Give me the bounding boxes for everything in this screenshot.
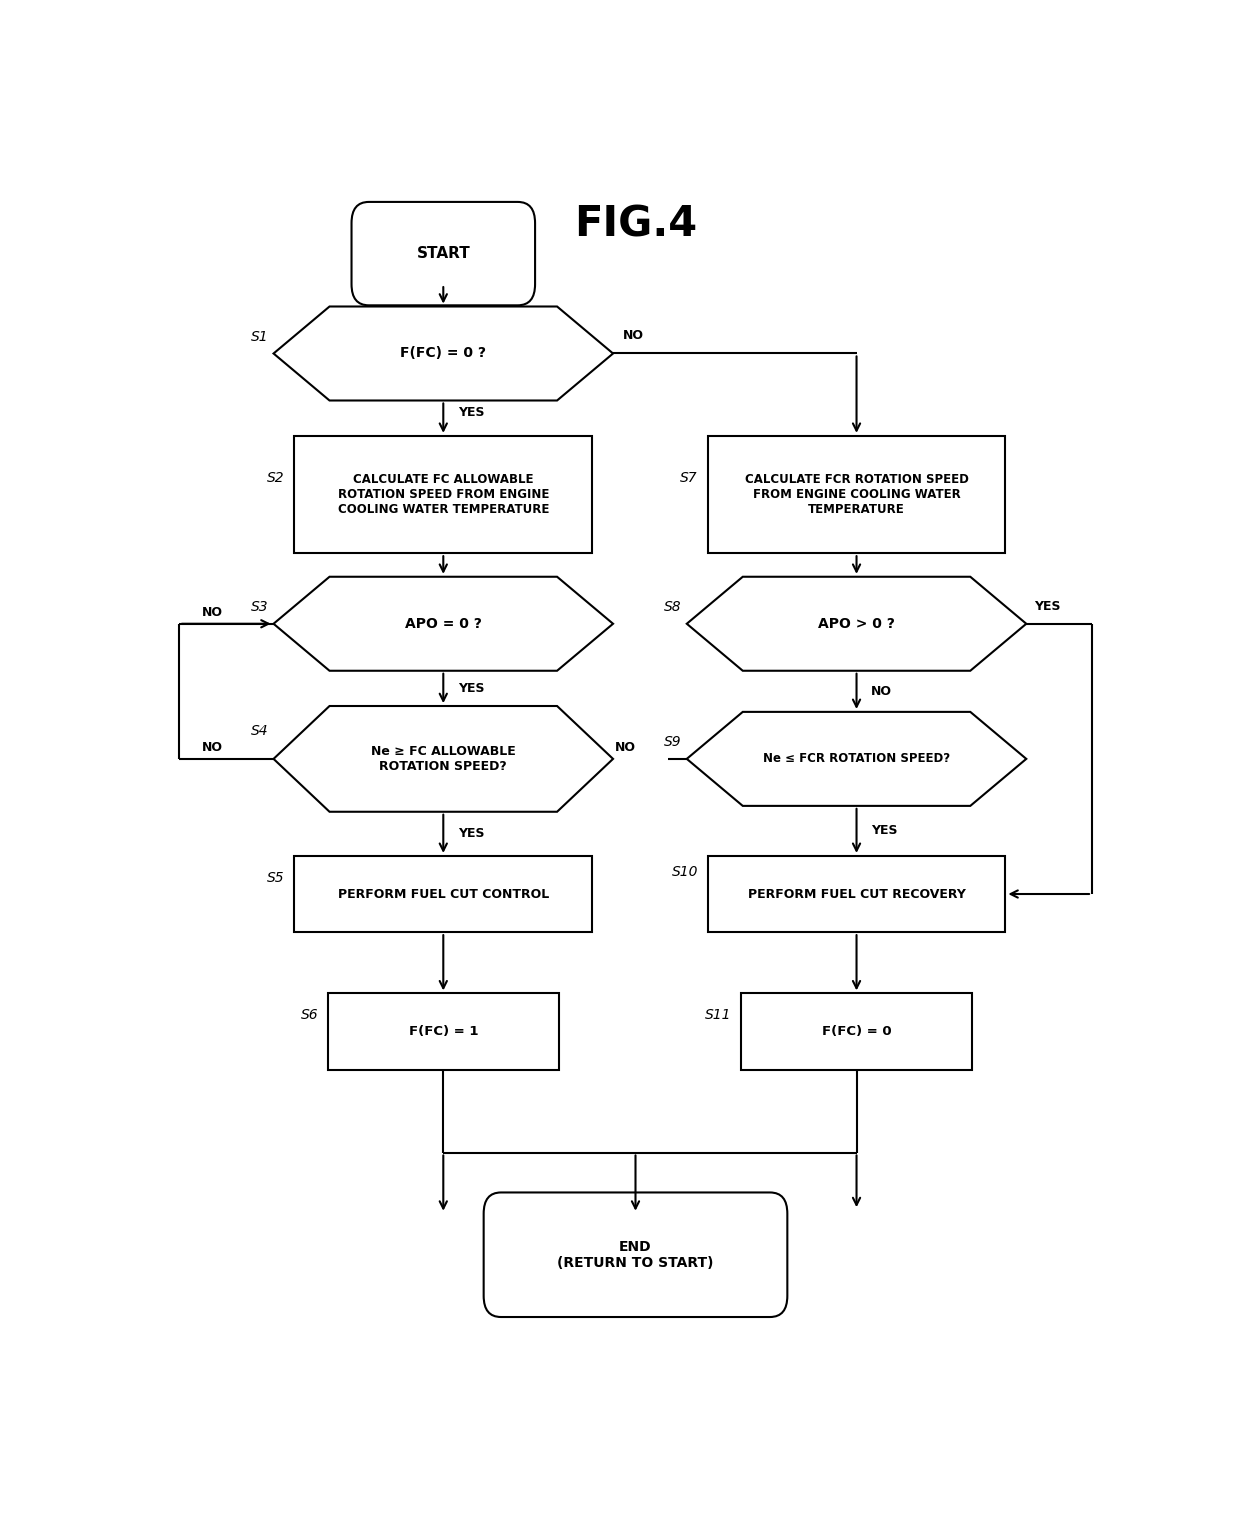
Text: NO: NO — [615, 740, 636, 754]
Text: S8: S8 — [665, 600, 682, 615]
Text: APO = 0 ?: APO = 0 ? — [405, 617, 481, 630]
Text: S2: S2 — [267, 472, 285, 485]
Text: YES: YES — [870, 824, 898, 838]
Text: Ne ≥ FC ALLOWABLE
ROTATION SPEED?: Ne ≥ FC ALLOWABLE ROTATION SPEED? — [371, 745, 516, 772]
Text: F(FC) = 0 ?: F(FC) = 0 ? — [401, 346, 486, 360]
Polygon shape — [687, 711, 1027, 806]
Text: NO: NO — [201, 740, 222, 754]
Text: S11: S11 — [706, 1009, 732, 1022]
Text: YES: YES — [458, 682, 484, 694]
Bar — [708, 856, 1006, 932]
Text: S10: S10 — [672, 865, 698, 879]
Text: NO: NO — [201, 606, 222, 618]
FancyBboxPatch shape — [351, 201, 536, 305]
Text: YES: YES — [458, 406, 484, 418]
Text: END
(RETURN TO START): END (RETURN TO START) — [557, 1239, 714, 1270]
Bar — [327, 993, 558, 1070]
Text: S5: S5 — [267, 870, 285, 885]
Text: S4: S4 — [252, 723, 269, 737]
Text: YES: YES — [458, 827, 484, 841]
Text: S6: S6 — [301, 1009, 319, 1022]
Text: NO: NO — [622, 330, 644, 342]
Bar — [294, 436, 593, 554]
Text: S7: S7 — [681, 472, 698, 485]
Text: CALCULATE FCR ROTATION SPEED
FROM ENGINE COOLING WATER
TEMPERATURE: CALCULATE FCR ROTATION SPEED FROM ENGINE… — [744, 473, 968, 516]
Text: S1: S1 — [252, 330, 269, 343]
Text: S3: S3 — [252, 600, 269, 615]
Text: F(FC) = 1: F(FC) = 1 — [408, 1025, 479, 1038]
Bar — [742, 993, 972, 1070]
Text: YES: YES — [1034, 600, 1060, 612]
Text: PERFORM FUEL CUT RECOVERY: PERFORM FUEL CUT RECOVERY — [748, 888, 966, 900]
Polygon shape — [274, 307, 613, 400]
Polygon shape — [274, 577, 613, 671]
Text: FIG.4: FIG.4 — [574, 203, 697, 246]
Text: F(FC) = 0: F(FC) = 0 — [822, 1025, 892, 1038]
Polygon shape — [687, 577, 1027, 671]
Bar — [294, 856, 593, 932]
Text: PERFORM FUEL CUT CONTROL: PERFORM FUEL CUT CONTROL — [337, 888, 549, 900]
FancyBboxPatch shape — [484, 1192, 787, 1317]
Polygon shape — [274, 707, 613, 812]
Text: APO > 0 ?: APO > 0 ? — [818, 617, 895, 630]
Text: CALCULATE FC ALLOWABLE
ROTATION SPEED FROM ENGINE
COOLING WATER TEMPERATURE: CALCULATE FC ALLOWABLE ROTATION SPEED FR… — [337, 473, 549, 516]
Text: START: START — [417, 246, 470, 261]
Bar — [708, 436, 1006, 554]
Text: NO: NO — [870, 685, 892, 697]
Text: S9: S9 — [665, 736, 682, 749]
Text: Ne ≤ FCR ROTATION SPEED?: Ne ≤ FCR ROTATION SPEED? — [763, 752, 950, 766]
